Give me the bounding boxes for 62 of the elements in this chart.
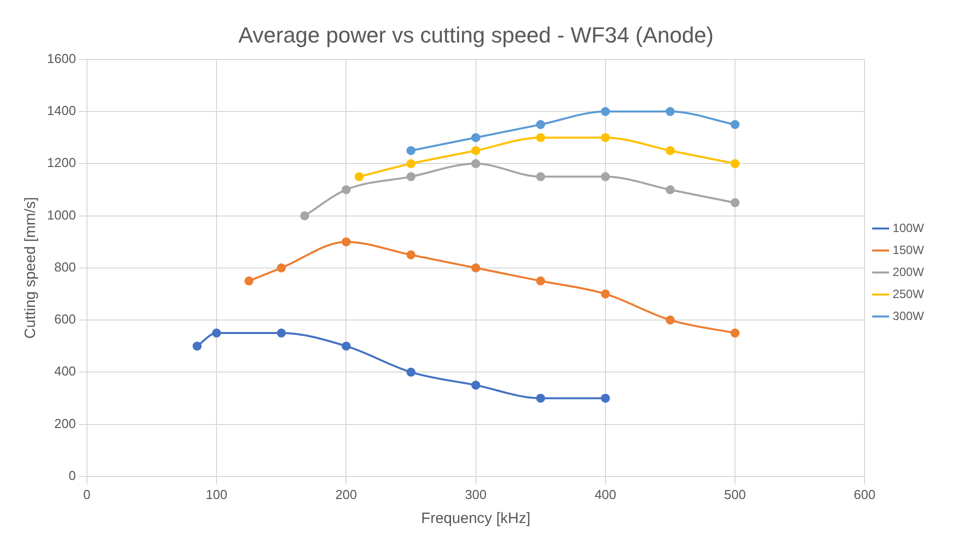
point bbox=[600, 289, 610, 298]
point bbox=[276, 263, 286, 272]
point bbox=[406, 250, 416, 260]
x-tick-label: 0 bbox=[83, 486, 91, 502]
y-tick-label: 200 bbox=[54, 416, 76, 431]
point bbox=[342, 185, 351, 194]
point bbox=[354, 172, 364, 182]
legend-label: 100W bbox=[892, 220, 925, 235]
legend-label: 200W bbox=[892, 264, 925, 279]
y-tick-label: 1600 bbox=[47, 50, 76, 66]
point bbox=[342, 237, 351, 246]
point bbox=[600, 133, 610, 142]
x-tick-label: 600 bbox=[854, 486, 876, 502]
point bbox=[666, 146, 675, 156]
point bbox=[276, 328, 286, 338]
point bbox=[600, 172, 610, 182]
point bbox=[600, 107, 610, 116]
y-tick-label: 1200 bbox=[47, 155, 76, 170]
point bbox=[471, 380, 480, 390]
point bbox=[244, 276, 254, 286]
point bbox=[406, 368, 416, 377]
point bbox=[536, 394, 546, 403]
y-tick-label: 800 bbox=[54, 259, 76, 274]
point bbox=[536, 276, 546, 286]
chart-title: Average power vs cutting speed - WF34 (Anode) bbox=[238, 22, 714, 48]
point bbox=[730, 198, 740, 208]
x-tick-label: 100 bbox=[206, 486, 228, 502]
x-tick-label: 500 bbox=[724, 486, 746, 502]
point bbox=[666, 107, 675, 116]
point bbox=[730, 328, 740, 338]
point bbox=[471, 133, 480, 142]
point bbox=[600, 394, 610, 403]
point bbox=[536, 133, 546, 142]
point bbox=[406, 172, 416, 182]
point bbox=[300, 211, 310, 220]
y-tick-label: 1000 bbox=[47, 207, 76, 222]
point bbox=[471, 146, 480, 156]
point bbox=[406, 146, 416, 156]
y-tick-label: 1400 bbox=[47, 103, 76, 118]
point bbox=[192, 342, 202, 351]
y-tick-label: 600 bbox=[54, 312, 76, 327]
x-axis-title: Frequency [kHz] bbox=[421, 510, 530, 528]
y-axis-title: Cutting speed [mm/s] bbox=[22, 197, 40, 339]
y-tick-label: 0 bbox=[68, 468, 76, 483]
point bbox=[342, 342, 351, 351]
x-tick-label: 400 bbox=[594, 486, 616, 502]
y-tick-label: 400 bbox=[54, 364, 76, 379]
legend-label: 150W bbox=[892, 242, 925, 257]
legend-label: 300W bbox=[892, 308, 925, 323]
point bbox=[666, 185, 675, 194]
point bbox=[471, 263, 480, 272]
legend-label: 250W bbox=[892, 286, 925, 301]
x-tick-label: 300 bbox=[464, 486, 487, 502]
point bbox=[730, 159, 740, 168]
point bbox=[536, 172, 546, 182]
point bbox=[406, 159, 416, 168]
point bbox=[730, 120, 740, 130]
point bbox=[212, 328, 222, 338]
point bbox=[536, 120, 546, 130]
x-tick-label: 200 bbox=[335, 486, 358, 502]
point bbox=[666, 316, 675, 325]
point bbox=[471, 159, 480, 168]
